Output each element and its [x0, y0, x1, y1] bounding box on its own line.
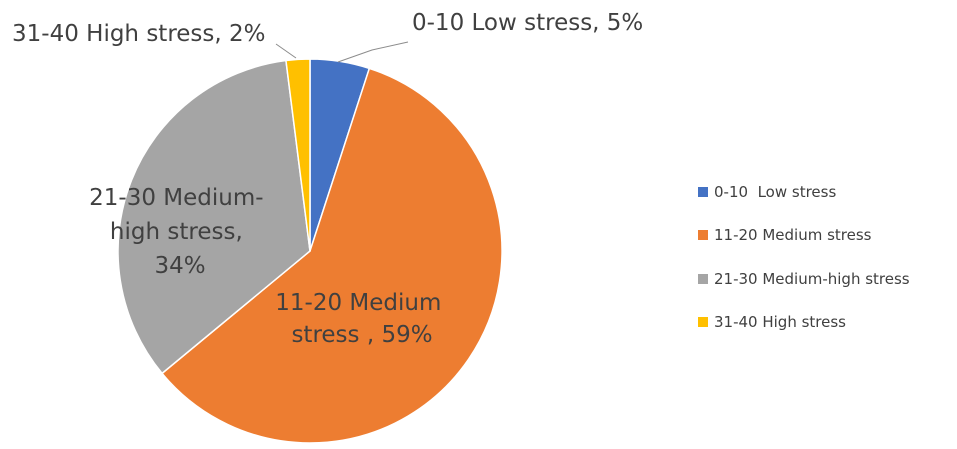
pie-slice-high-stress — [285, 58, 311, 252]
legend-swatch-medium-high-stress — [698, 273, 708, 284]
leader-lines — [275, 41, 409, 63]
data-label-low-stress-line-1: 0-10 Low stress, 5% — [412, 10, 643, 36]
data-label-medium-high-stress-line-2: high stress, — [110, 219, 243, 245]
legend-label-low-stress: 0-10 Low stress — [714, 182, 837, 201]
legend-swatch-low-stress — [698, 186, 708, 197]
pie-slice-medium-high-stress — [117, 59, 311, 375]
pie-slice-medium-stress — [161, 67, 503, 444]
legend-label-medium-stress: 11-20 Medium stress — [714, 226, 872, 245]
legend-item-medium-stress: 11-20 Medium stress — [698, 214, 910, 258]
chart-legend: 0-10 Low stress 11-20 Medium stress 21-3… — [698, 170, 910, 344]
legend-label-medium-high-stress: 21-30 Medium-high stress — [714, 269, 910, 288]
leader-line-high-stress — [275, 43, 297, 59]
data-label-medium-stress-line-1: 11-20 Medium — [275, 290, 441, 316]
legend-swatch-high-stress — [698, 317, 708, 328]
data-labels: 0-10 Low stress, 5% 11-20 Medium stress … — [12, 10, 643, 348]
data-label-high-stress: 31-40 High stress, 2% — [12, 21, 266, 47]
legend-item-medium-high-stress: 21-30 Medium-high stress — [698, 257, 910, 301]
data-label-medium-high-stress-line-3: 34% — [154, 253, 205, 279]
data-label-medium-stress-line-2: stress , 59% — [291, 322, 432, 348]
pie-slices — [117, 58, 503, 444]
legend-item-low-stress: 0-10 Low stress — [698, 170, 910, 214]
data-label-medium-high-stress-line-1: 21-30 Medium- — [89, 185, 263, 211]
data-label-high-stress-line-1: 31-40 High stress, 2% — [12, 21, 266, 47]
leader-line-low-stress — [337, 41, 409, 63]
legend-swatch-medium-stress — [698, 230, 708, 241]
data-label-medium-high-stress: 21-30 Medium- high stress, 34% — [89, 185, 271, 279]
legend-item-high-stress: 31-40 High stress — [698, 301, 910, 345]
data-label-low-stress: 0-10 Low stress, 5% — [412, 10, 643, 36]
legend-label-high-stress: 31-40 High stress — [714, 313, 846, 332]
data-label-medium-stress: 11-20 Medium stress , 59% — [275, 290, 448, 348]
